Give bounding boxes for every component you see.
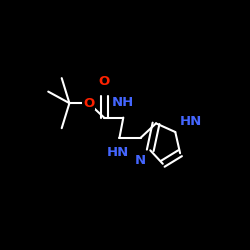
Text: O: O: [83, 97, 94, 110]
Text: O: O: [98, 75, 110, 88]
Text: HN: HN: [180, 115, 202, 128]
Text: N: N: [134, 154, 145, 167]
Text: NH: NH: [112, 96, 134, 109]
Text: HN: HN: [106, 146, 129, 160]
